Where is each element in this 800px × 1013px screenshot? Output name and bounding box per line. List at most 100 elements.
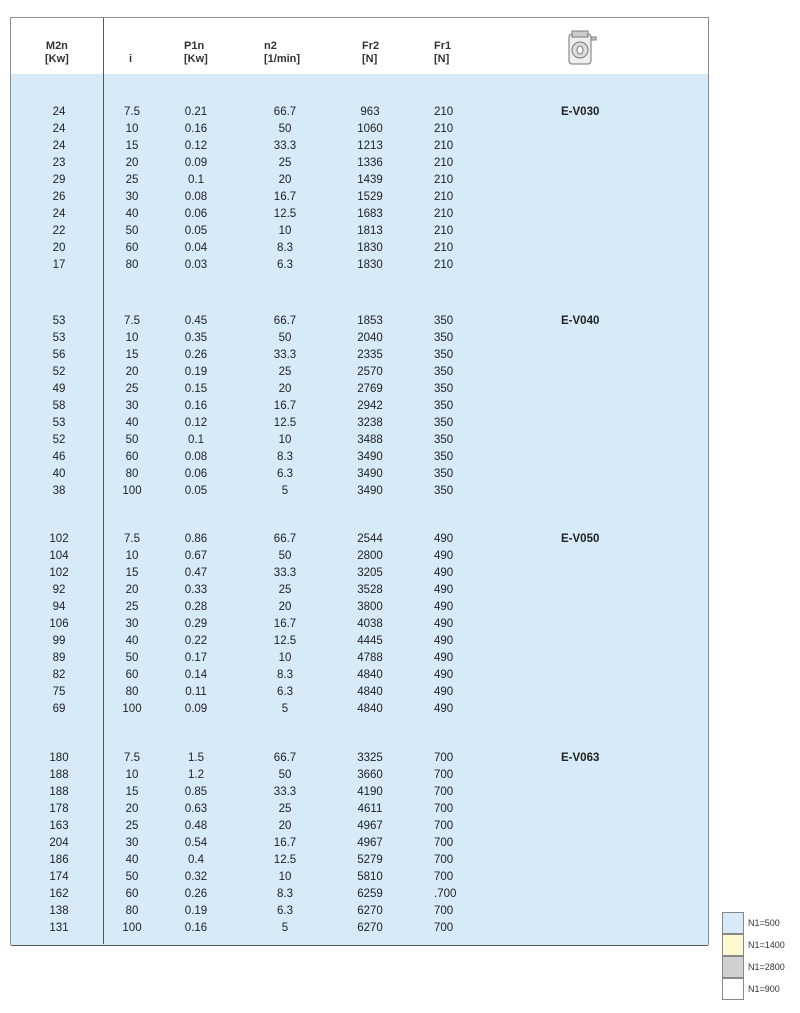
- cell-p1n: 1.5: [188, 752, 204, 764]
- cell-n2: 33.3: [273, 140, 297, 152]
- cell-m2n: 24: [52, 123, 66, 135]
- cell-ratio: 20: [125, 803, 139, 815]
- cell-p1n: 0.12: [184, 417, 208, 429]
- table-row: 131 100 0.16 5 6270 700: [11, 922, 708, 939]
- cell-fr2: 1830: [357, 259, 383, 271]
- header-fr1: Fr1 [N]: [434, 40, 451, 66]
- cell-ratio: 80: [125, 468, 139, 480]
- cell-p1n: 0.15: [184, 383, 208, 395]
- cell-ratio: 100: [122, 485, 142, 497]
- cell-n2: 6.3: [277, 259, 293, 271]
- cell-fr2: 3490: [357, 485, 383, 497]
- cell-ratio: 60: [125, 888, 139, 900]
- cell-n2: 12.5: [273, 208, 297, 220]
- cell-fr1: 490: [434, 584, 454, 596]
- cell-ratio: 40: [125, 854, 139, 866]
- table-row: 53 40 0.12 12.5 3238 350: [11, 417, 708, 434]
- cell-ratio: 15: [125, 140, 139, 152]
- cell-m2n: 52: [52, 434, 66, 446]
- cell-n2: 16.7: [273, 837, 297, 849]
- cell-ratio: 50: [125, 871, 139, 883]
- legend-label: N1=1400: [748, 940, 785, 950]
- cell-fr1: 490: [434, 601, 454, 613]
- cell-fr2: 1853: [357, 315, 383, 327]
- cell-fr1: 700: [434, 922, 454, 934]
- cell-fr1: 700: [434, 854, 454, 866]
- cell-n2: 6.3: [277, 686, 293, 698]
- header-m2n: M2n [Kw]: [45, 40, 69, 66]
- cell-p1n: 0.63: [184, 803, 208, 815]
- cell-n2: 12.5: [273, 854, 297, 866]
- cell-fr2: 3490: [357, 468, 383, 480]
- header-p1n: P1n [Kw]: [184, 40, 208, 66]
- cell-n2: 16.7: [273, 400, 297, 412]
- cell-n2: 12.5: [273, 635, 297, 647]
- cell-n2: 66.7: [273, 106, 297, 118]
- cell-m2n: 38: [52, 485, 66, 497]
- cell-n2: 10: [278, 871, 292, 883]
- cell-ratio: 10: [125, 769, 139, 781]
- cell-p1n: 0.1: [188, 434, 204, 446]
- cell-n2: 25: [278, 584, 292, 596]
- cell-fr2: 1529: [357, 191, 383, 203]
- cell-ratio: 30: [125, 400, 139, 412]
- cell-p1n: 0.11: [185, 686, 207, 698]
- cell-n2: 8.3: [277, 242, 293, 254]
- cell-fr2: 6259: [357, 888, 383, 900]
- cell-ratio: 60: [125, 242, 139, 254]
- cell-n2: 5: [281, 922, 289, 934]
- cell-fr2: 2040: [357, 332, 383, 344]
- cell-fr2: 3325: [357, 752, 383, 764]
- table-row: 163 25 0.48 20 4967 700: [11, 820, 708, 837]
- cell-p1n: 0.26: [184, 349, 208, 361]
- header-fr2-name: Fr2: [362, 40, 380, 52]
- cell-n2: 33.3: [273, 349, 297, 361]
- cell-fr1: 490: [434, 567, 454, 579]
- cell-p1n: 0.19: [184, 905, 208, 917]
- cell-ratio: 50: [125, 652, 139, 664]
- cell-ratio: 80: [125, 905, 139, 917]
- cell-p1n: 0.28: [184, 601, 208, 613]
- cell-m2n: 102: [49, 533, 69, 545]
- cell-m2n: 17: [52, 259, 66, 271]
- cell-m2n: 204: [49, 837, 69, 849]
- cell-m2n: 104: [49, 550, 69, 562]
- cell-p1n: 0.29: [184, 618, 208, 630]
- table-row: 24 40 0.06 12.5 1683 210: [11, 208, 708, 225]
- cell-fr2: 3800: [357, 601, 383, 613]
- cell-fr1: 490: [434, 618, 454, 630]
- cell-m2n: 102: [49, 567, 69, 579]
- cell-ratio: 50: [125, 434, 139, 446]
- cell-m2n: 178: [49, 803, 69, 815]
- cell-p1n: 0.05: [184, 485, 208, 497]
- cell-n2: 50: [278, 123, 292, 135]
- cell-n2: 8.3: [277, 669, 293, 681]
- cell-m2n: 174: [49, 871, 69, 883]
- cell-fr1: 350: [434, 332, 454, 344]
- cell-p1n: 0.86: [184, 533, 208, 545]
- cell-fr1: 700: [434, 803, 454, 815]
- cell-m2n: 163: [49, 820, 69, 832]
- cell-m2n: 99: [52, 635, 66, 647]
- table-row: 58 30 0.16 16.7 2942 350: [11, 400, 708, 417]
- cell-m2n: 24: [52, 208, 66, 220]
- table-row: 24 10 0.16 50 1060 210: [11, 123, 708, 140]
- header-fr2-unit: [N]: [362, 53, 378, 65]
- cell-n2: 66.7: [273, 315, 297, 327]
- legend-label: N1=900: [748, 984, 780, 994]
- cell-fr2: 3490: [357, 451, 383, 463]
- cell-fr2: 2544: [357, 533, 383, 545]
- cell-p1n: 0.12: [184, 140, 208, 152]
- cell-fr2: 6270: [357, 922, 383, 934]
- cell-fr1: 210: [434, 242, 454, 254]
- cell-m2n: 69: [52, 703, 66, 715]
- cell-fr2: 3660: [357, 769, 383, 781]
- table-row: 49 25 0.15 20 2769 350: [11, 383, 708, 400]
- cell-fr1: 210: [434, 123, 454, 135]
- cell-fr2: 2942: [357, 400, 383, 412]
- model-label: E-V050: [561, 533, 600, 545]
- model-label: E-V063: [561, 752, 600, 764]
- cell-fr2: 5810: [357, 871, 383, 883]
- table-row: 46 60 0.08 8.3 3490 350: [11, 451, 708, 468]
- cell-p1n: 0.05: [184, 225, 208, 237]
